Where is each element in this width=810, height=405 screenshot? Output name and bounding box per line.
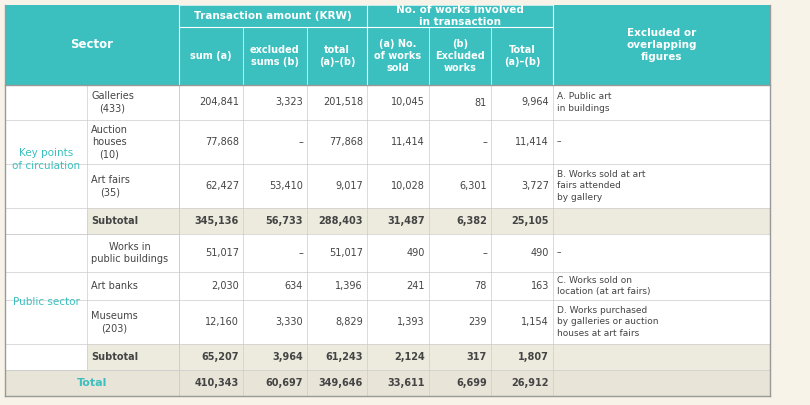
Text: Works in
public buildings: Works in public buildings	[91, 242, 168, 264]
Text: 77,868: 77,868	[329, 137, 363, 147]
Text: 3,330: 3,330	[275, 317, 303, 327]
Text: 490: 490	[531, 248, 549, 258]
Text: Sector: Sector	[70, 38, 113, 51]
Text: Key points
of circulation: Key points of circulation	[12, 148, 80, 171]
Text: D. Works purchased
by galleries or auction
houses at art fairs: D. Works purchased by galleries or aucti…	[557, 307, 659, 338]
Text: 239: 239	[468, 317, 487, 327]
Text: 25,105: 25,105	[511, 216, 549, 226]
Text: 1,154: 1,154	[522, 317, 549, 327]
Text: 65,207: 65,207	[202, 352, 239, 362]
Text: 51,017: 51,017	[205, 248, 239, 258]
Text: 2,124: 2,124	[394, 352, 425, 362]
Text: 12,160: 12,160	[205, 317, 239, 327]
Text: Subtotal: Subtotal	[91, 352, 139, 362]
Text: Excluded or
overlapping
figures: Excluded or overlapping figures	[626, 28, 697, 62]
Bar	[367, 5, 553, 27]
Bar	[5, 370, 179, 396]
Text: Subtotal: Subtotal	[91, 216, 139, 226]
Text: A. Public art
in buildings: A. Public art in buildings	[557, 92, 612, 113]
Text: excluded
sums (b): excluded sums (b)	[250, 45, 300, 67]
Text: 241: 241	[407, 281, 425, 291]
Bar	[5, 272, 770, 300]
Text: Art fairs
(35): Art fairs (35)	[91, 175, 130, 197]
Text: No. of works involved
in transaction: No. of works involved in transaction	[396, 5, 524, 27]
Bar	[5, 234, 87, 370]
Text: Museums
(203): Museums (203)	[91, 311, 138, 333]
Bar	[5, 234, 770, 272]
Text: sum (a): sum (a)	[190, 51, 232, 61]
Text: 410,343: 410,343	[194, 378, 239, 388]
Bar	[179, 5, 367, 27]
Text: 3,323: 3,323	[275, 98, 303, 107]
Text: 3,727: 3,727	[521, 181, 549, 191]
Text: 1,807: 1,807	[518, 352, 549, 362]
Bar	[5, 370, 770, 396]
Text: 634: 634	[284, 281, 303, 291]
Text: 9,964: 9,964	[522, 98, 549, 107]
Text: Total
(a)–(b): Total (a)–(b)	[504, 45, 540, 67]
Text: 10,028: 10,028	[391, 181, 425, 191]
Text: 201,518: 201,518	[323, 98, 363, 107]
Text: 317: 317	[467, 352, 487, 362]
Text: 8,829: 8,829	[335, 317, 363, 327]
Text: Total: Total	[77, 378, 107, 388]
Text: 78: 78	[475, 281, 487, 291]
Bar	[5, 85, 770, 120]
Text: B. Works sold at art
fairs attended
by gallery: B. Works sold at art fairs attended by g…	[557, 171, 646, 202]
Bar	[5, 344, 770, 370]
Text: 62,427: 62,427	[205, 181, 239, 191]
Bar	[5, 300, 770, 344]
Text: 3,964: 3,964	[272, 352, 303, 362]
Text: Art banks: Art banks	[91, 281, 138, 291]
Text: Auction
houses
(10): Auction houses (10)	[91, 125, 128, 160]
Bar	[5, 208, 770, 234]
Bar	[5, 164, 770, 208]
Text: 1,393: 1,393	[398, 317, 425, 327]
Text: 31,487: 31,487	[387, 216, 425, 226]
Text: total
(a)–(b): total (a)–(b)	[319, 45, 356, 67]
Text: 53,410: 53,410	[269, 181, 303, 191]
Text: –: –	[557, 138, 561, 147]
Text: 11,414: 11,414	[515, 137, 549, 147]
Text: 81: 81	[475, 98, 487, 107]
Text: 345,136: 345,136	[194, 216, 239, 226]
Text: 2,030: 2,030	[211, 281, 239, 291]
Text: 9,017: 9,017	[335, 181, 363, 191]
Text: Galleries
(433): Galleries (433)	[91, 91, 134, 114]
Text: 6,301: 6,301	[459, 181, 487, 191]
Text: –: –	[298, 248, 303, 258]
Text: 10,045: 10,045	[391, 98, 425, 107]
Text: –: –	[557, 249, 561, 258]
Text: 288,403: 288,403	[318, 216, 363, 226]
Text: 6,382: 6,382	[456, 216, 487, 226]
Text: Public sector: Public sector	[13, 297, 79, 307]
Text: 60,697: 60,697	[266, 378, 303, 388]
Bar	[5, 120, 770, 164]
Text: 490: 490	[407, 248, 425, 258]
Text: 163: 163	[531, 281, 549, 291]
Text: C. Works sold on
location (at art fairs): C. Works sold on location (at art fairs)	[557, 276, 650, 296]
Text: –: –	[298, 137, 303, 147]
Text: 204,841: 204,841	[199, 98, 239, 107]
Text: Transaction amount (KRW): Transaction amount (KRW)	[194, 11, 352, 21]
Text: 1,396: 1,396	[335, 281, 363, 291]
Text: 61,243: 61,243	[326, 352, 363, 362]
Bar	[5, 85, 87, 234]
Bar	[5, 5, 770, 85]
Text: 349,646: 349,646	[319, 378, 363, 388]
Text: (b)
Excluded
works: (b) Excluded works	[435, 38, 485, 73]
Text: 6,699: 6,699	[456, 378, 487, 388]
Text: 33,611: 33,611	[387, 378, 425, 388]
Text: 77,868: 77,868	[205, 137, 239, 147]
Text: (a) No.
of works
sold: (a) No. of works sold	[374, 38, 421, 73]
Text: –: –	[482, 248, 487, 258]
Text: 51,017: 51,017	[329, 248, 363, 258]
Text: 56,733: 56,733	[266, 216, 303, 226]
Text: 11,414: 11,414	[391, 137, 425, 147]
Text: 26,912: 26,912	[511, 378, 549, 388]
Text: –: –	[482, 137, 487, 147]
